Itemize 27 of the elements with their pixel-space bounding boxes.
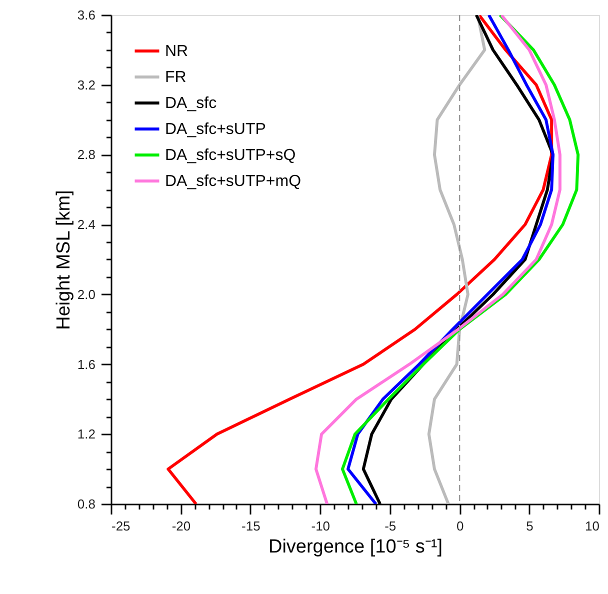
line-series	[314, 15, 562, 504]
y-axis-title: Height MSL [km]	[53, 190, 74, 330]
x-tick-label: -25	[112, 518, 130, 534]
y-tick-label: 2.4	[77, 217, 96, 232]
x-tick-label: 5	[526, 518, 534, 534]
legend-label: DA_sfc	[165, 95, 217, 112]
y-tick-label: 0.8	[77, 496, 96, 512]
y-tick-label: 1.2	[77, 426, 96, 442]
y-tick-label: 1.6	[77, 356, 96, 372]
legend-label: NR	[165, 43, 188, 60]
legend-label: DA_sfc+sUTP+mQ	[165, 173, 302, 190]
legend-label: FR	[165, 69, 186, 86]
line-series	[166, 15, 554, 504]
y-tick-label: 3.2	[77, 77, 96, 92]
legend-label: DA_sfc+sUTP+sQ	[165, 147, 296, 164]
x-axis-title: Divergence [10⁻⁵ s⁻¹]	[268, 536, 443, 558]
legend-label: DA_sfc+sUTP	[165, 121, 266, 138]
x-tick-label: 0	[456, 518, 464, 534]
y-tick-label: 2.8	[77, 147, 96, 162]
line-series	[427, 15, 486, 504]
x-tick-label: -20	[172, 518, 191, 534]
x-tick-label: 10	[585, 518, 600, 534]
x-tick-label: -10	[311, 518, 330, 534]
y-tick-label: 3.6	[77, 8, 96, 22]
x-tick-label: -5	[384, 518, 396, 534]
x-tick-label: -15	[242, 518, 260, 534]
y-tick-label: 2.0	[77, 286, 96, 302]
